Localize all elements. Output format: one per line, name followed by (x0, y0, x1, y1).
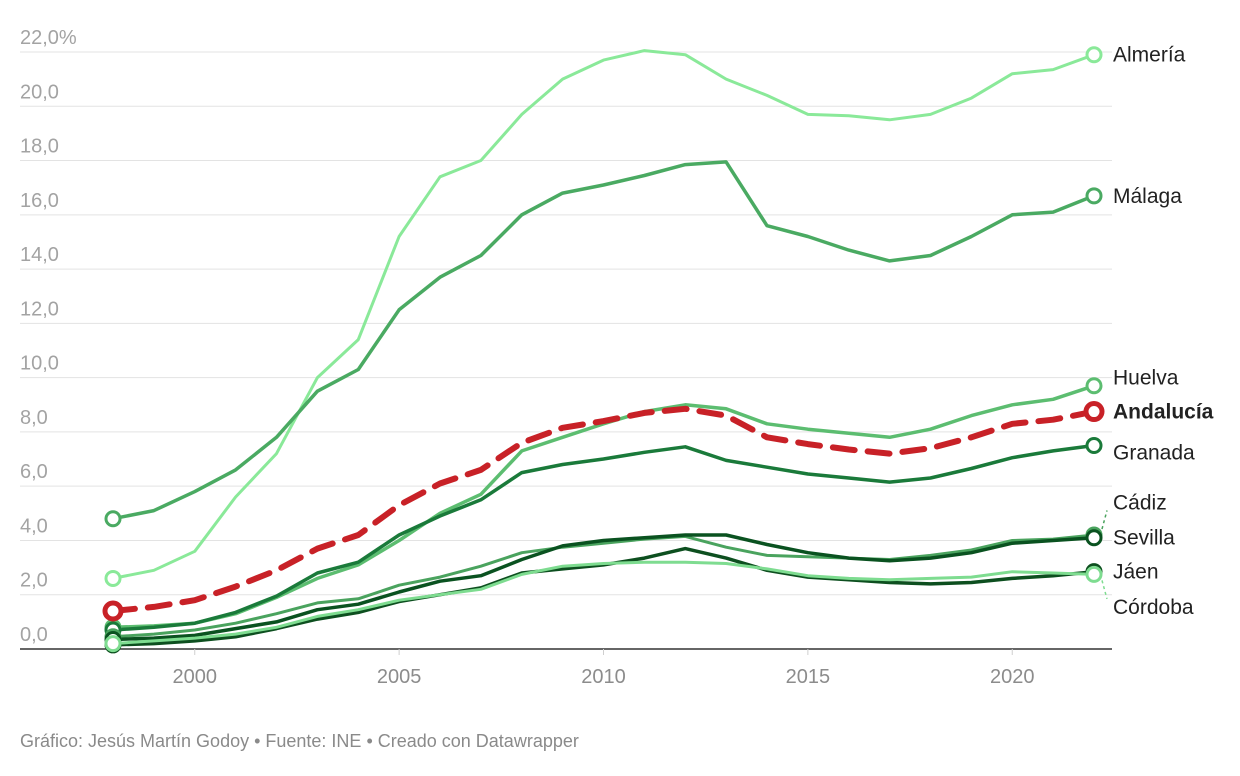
y-tick-label: 14,0 (20, 244, 59, 266)
y-tick-label: 16,0 (20, 190, 59, 212)
y-tick-label: 20,0 (20, 81, 59, 103)
series-marker-córdoba (1085, 565, 1103, 583)
series-line-andalucía (110, 405, 1097, 614)
series-marker-sevilla (1085, 529, 1103, 547)
y-tick-label: 10,0 (20, 353, 59, 375)
x-tick-label: 2000 (173, 666, 218, 688)
y-tick-label: 6,0 (20, 461, 48, 483)
series-marker-andalucía (102, 600, 124, 622)
gridlines (20, 51, 1112, 650)
series-lines (110, 49, 1097, 647)
y-tick-label: 22,0% (20, 27, 77, 49)
series-marker-almería (1085, 46, 1103, 64)
series-label-huelva: Huelva (1113, 367, 1179, 390)
x-tick-label: 2010 (581, 666, 626, 688)
series-label-andalucía: Andalucía (1113, 401, 1214, 424)
chart-footer: Gráfico: Jesús Martín Godoy • Fuente: IN… (20, 731, 579, 751)
series-line-sevilla (111, 533, 1096, 642)
series-marker-granada (1085, 436, 1103, 454)
y-axis-ticks: 0,0 2,0 4,0 6,0 8,0 10,0 12,0 14,0 16,0 18,0 20,0 2… (20, 27, 77, 646)
y-tick-label: 8,0 (20, 407, 48, 429)
series-line-málaga (111, 160, 1096, 521)
series-label-granada: Granada (1113, 441, 1195, 464)
y-tick-label: 4,0 (20, 515, 48, 537)
y-tick-label: 18,0 (20, 136, 59, 158)
label-leader-line (1101, 510, 1108, 530)
series-label-málaga: Málaga (1113, 185, 1182, 208)
label-leader-line (1101, 580, 1108, 600)
series-label-jáen: Jáen (1113, 561, 1159, 584)
series-marker-almería (104, 569, 122, 587)
series-line-cádiz (111, 533, 1096, 639)
series-label-almería: Almería (1113, 44, 1186, 67)
series-marker-andalucía (1083, 401, 1105, 423)
y-tick-label: 2,0 (20, 570, 48, 592)
series-label-cádiz: Cádiz (1113, 491, 1167, 514)
x-tick-label: 2015 (786, 666, 831, 688)
line-chart: 0,0 2,0 4,0 6,0 8,0 10,0 12,0 14,0 16,0 18,0 20,0 2… (20, 27, 1214, 688)
series-label-córdoba: Córdoba (1113, 596, 1194, 619)
y-tick-label: 0,0 (20, 624, 48, 646)
series-markers (102, 46, 1105, 654)
series-marker-málaga (104, 510, 122, 528)
x-tick-label: 2005 (377, 666, 422, 688)
series-line-granada (111, 443, 1096, 632)
series-marker-córdoba (104, 635, 122, 653)
series-label-sevilla: Sevilla (1113, 527, 1175, 550)
y-tick-label: 12,0 (20, 298, 59, 320)
series-marker-málaga (1085, 187, 1103, 205)
series-marker-huelva (1085, 377, 1103, 395)
series-line-almería (111, 49, 1096, 580)
series-labels: Almería Málaga Huelva Andalucía Granada Cádiz… (1101, 44, 1214, 619)
x-axis-ticks: 2000 2005 2010 2015 2020 (173, 649, 1035, 688)
series-line-córdoba (111, 560, 1096, 646)
x-tick-label: 2020 (990, 666, 1035, 688)
